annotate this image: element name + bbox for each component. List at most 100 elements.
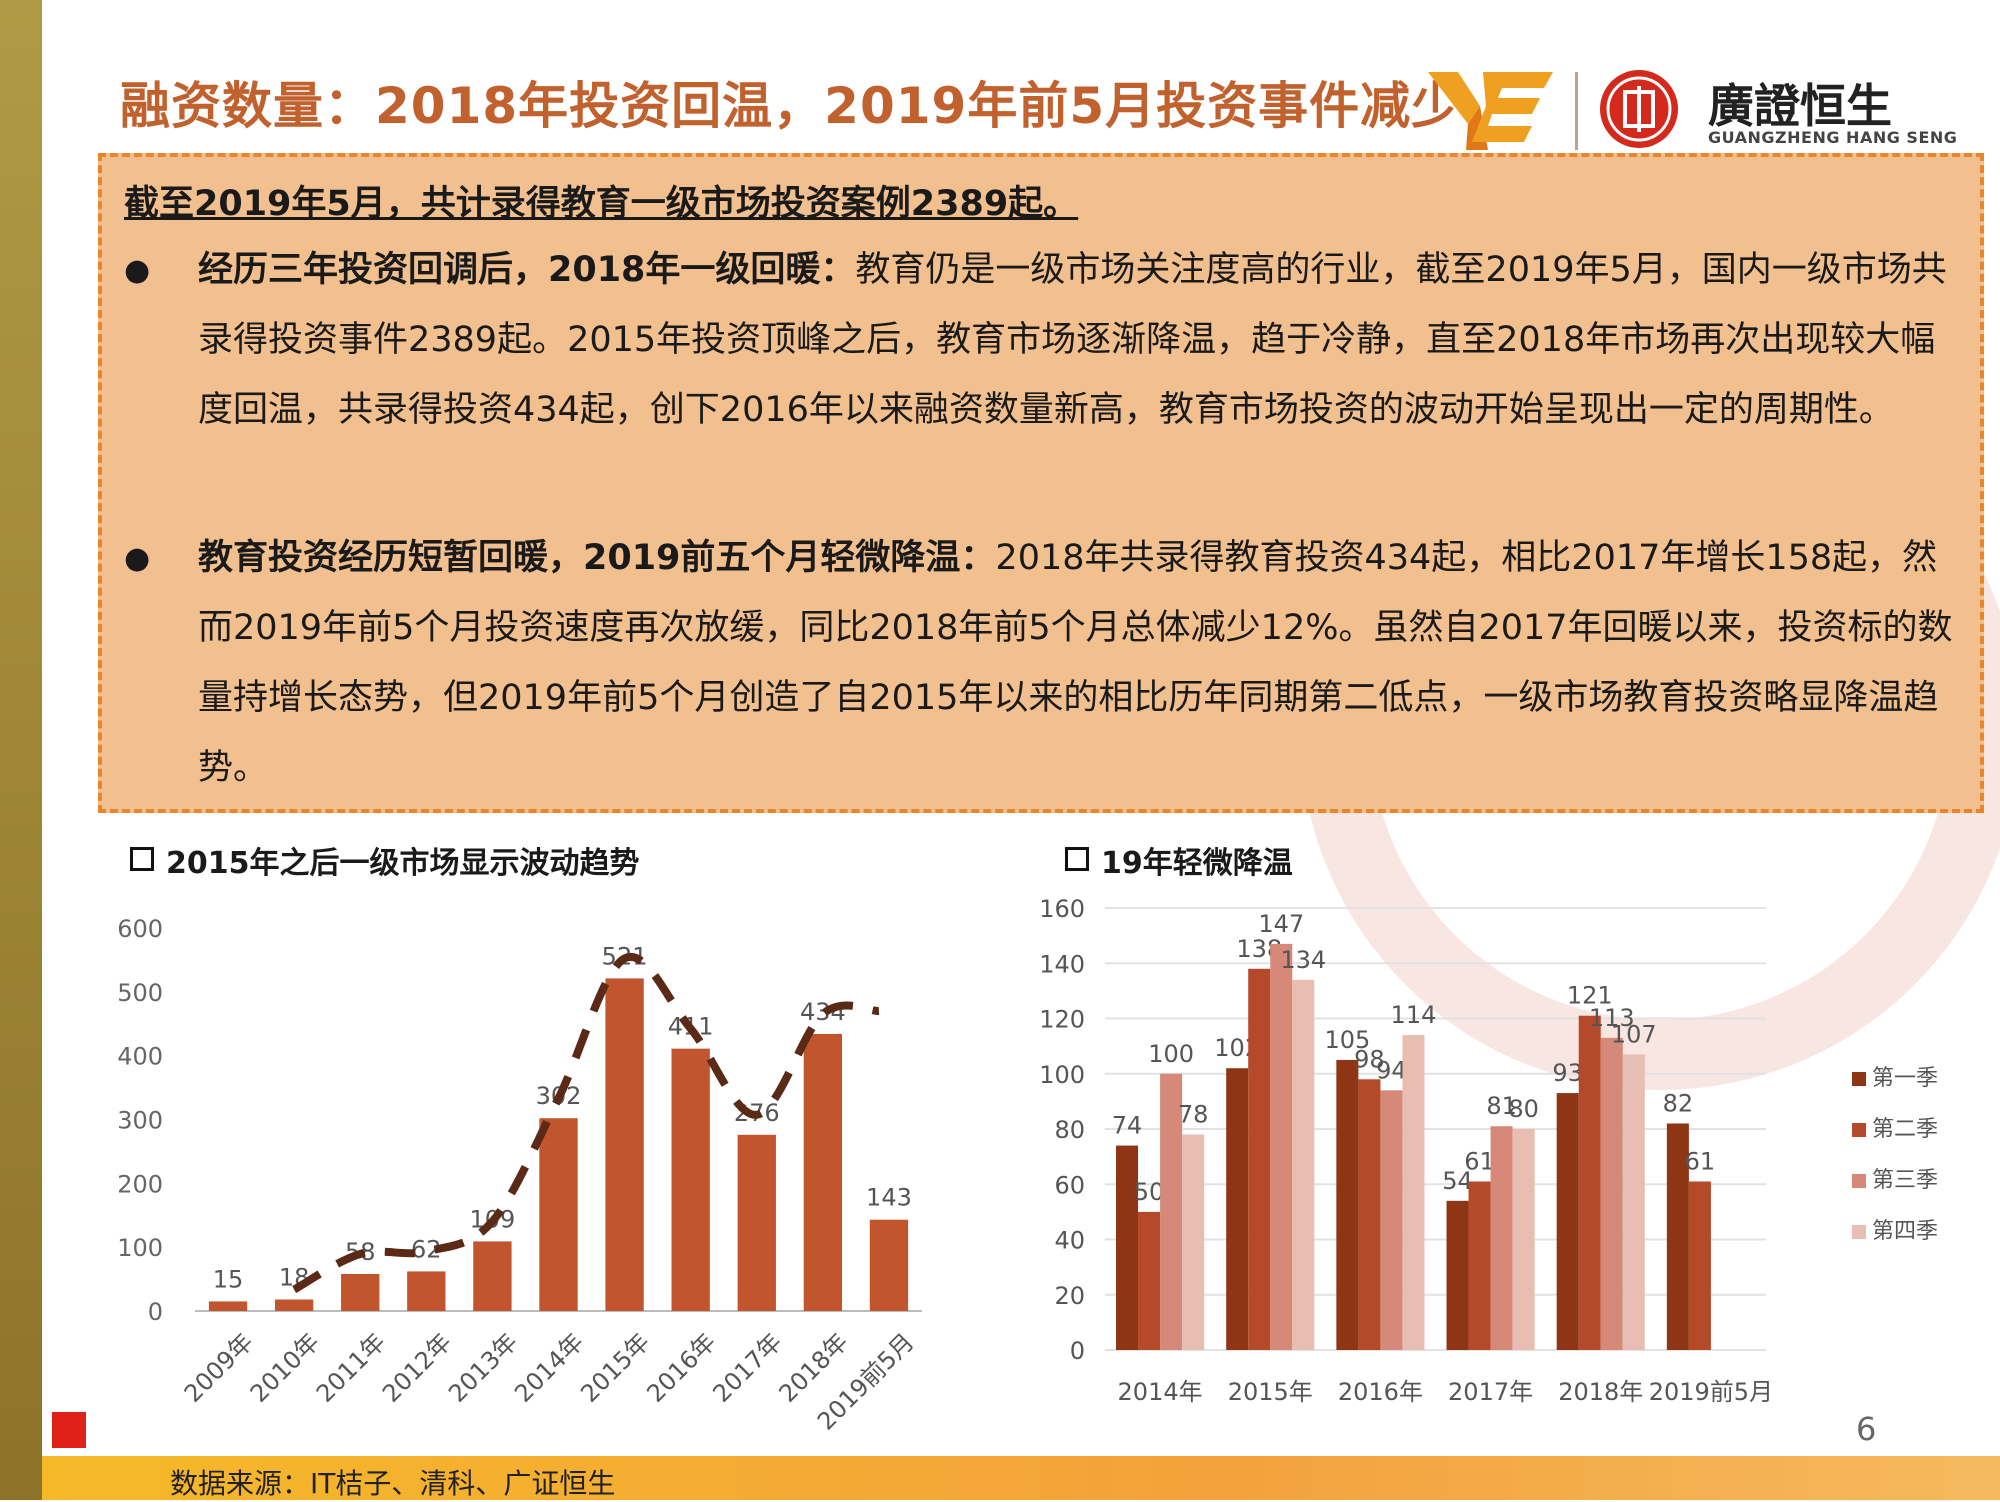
y-tick-label: 300 bbox=[117, 1107, 163, 1135]
checkbox-square-icon bbox=[1065, 847, 1089, 871]
page-number: 6 bbox=[1856, 1410, 1877, 1448]
y-tick-label: 200 bbox=[117, 1170, 163, 1198]
data-label: 78 bbox=[1178, 1101, 1209, 1129]
bar bbox=[1138, 1211, 1161, 1350]
chart2: 0204060801001201401607450100782014年10213… bbox=[1039, 895, 1938, 1406]
bar bbox=[208, 1301, 248, 1311]
bullet-text: 教育仍是一级市场关注度高的行业，截至2019年5月，国内一级市场共录得投资事件2… bbox=[198, 250, 1947, 430]
x-tick-label: 2018年 bbox=[1558, 1378, 1643, 1406]
x-tick-label: 2017年 bbox=[1448, 1378, 1533, 1406]
x-tick-label: 2015年 bbox=[575, 1328, 655, 1408]
bar bbox=[1116, 1145, 1139, 1350]
data-label: 114 bbox=[1391, 1001, 1437, 1029]
bar bbox=[539, 1118, 578, 1311]
y-tick-label: 60 bbox=[1054, 1171, 1085, 1199]
data-label: 143 bbox=[866, 1184, 912, 1212]
summary-box: 截至2019年5月，共计录得教育一级市场投资案例2389起。 ● 经历三年投资回… bbox=[98, 153, 1984, 813]
x-tick-label: 2016年 bbox=[1338, 1378, 1423, 1406]
bullet-item: ● 教育投资经历短暂回暖，2019前五个月轻微降温：2018年共录得教育投资43… bbox=[124, 538, 1964, 821]
x-tick-label: 2014年 bbox=[1118, 1378, 1203, 1406]
data-label: 50 bbox=[1134, 1178, 1165, 1206]
bar bbox=[1512, 1129, 1535, 1350]
logo-chinese-name: 廣證恒生 bbox=[1708, 79, 1892, 133]
legend-label: 第四季 bbox=[1872, 1219, 1938, 1244]
data-label: 61 bbox=[1464, 1147, 1495, 1175]
legend-label: 第一季 bbox=[1872, 1066, 1938, 1091]
legend-label: 第二季 bbox=[1872, 1117, 1938, 1142]
data-label: 105 bbox=[1324, 1026, 1370, 1054]
y-tick-label: 0 bbox=[148, 1298, 163, 1326]
bar bbox=[1578, 1015, 1601, 1350]
y-tick-label: 80 bbox=[1054, 1116, 1085, 1144]
y-tick-label: 600 bbox=[117, 915, 163, 943]
y-tick-label: 160 bbox=[1039, 895, 1085, 923]
bar bbox=[1490, 1126, 1513, 1350]
page-title: 融资数量：2018年投资回温，2019年前5月投资事件减少 bbox=[120, 77, 1463, 135]
data-label: 100 bbox=[1148, 1040, 1194, 1068]
data-label: 81 bbox=[1486, 1092, 1517, 1120]
data-label: 98 bbox=[1354, 1045, 1385, 1073]
bar bbox=[605, 978, 644, 1311]
data-label: 113 bbox=[1589, 1004, 1635, 1032]
data-label: 134 bbox=[1280, 946, 1326, 974]
x-tick-label: 2019前5月 bbox=[1649, 1378, 1773, 1406]
bar bbox=[1446, 1200, 1469, 1350]
y-tick-label: 100 bbox=[1039, 1061, 1085, 1089]
logo-separator bbox=[1575, 72, 1578, 150]
bar bbox=[1556, 1093, 1579, 1350]
legend-swatch bbox=[1852, 1072, 1866, 1086]
y-tick-label: 140 bbox=[1039, 950, 1085, 978]
x-tick-label: 2013年 bbox=[443, 1328, 523, 1408]
bullet-bold: 教育投资经历短暂回暖，2019前五个月轻微降温： bbox=[198, 538, 996, 578]
bar bbox=[671, 1048, 710, 1311]
x-tick-label: 2014年 bbox=[509, 1328, 589, 1408]
bar bbox=[1358, 1079, 1381, 1350]
data-label: 434 bbox=[800, 998, 846, 1026]
chart2-title: 19年轻微降温 bbox=[1065, 838, 1293, 882]
x-tick-label: 2012年 bbox=[377, 1328, 457, 1408]
y-tick-label: 100 bbox=[117, 1234, 163, 1262]
footer-bar bbox=[42, 1456, 2000, 1500]
y-tick-label: 400 bbox=[117, 1043, 163, 1071]
bar bbox=[341, 1273, 380, 1311]
y-tick-label: 40 bbox=[1054, 1227, 1085, 1255]
data-label: 15 bbox=[213, 1265, 244, 1293]
bar bbox=[1292, 979, 1315, 1350]
bullet-text: 2018年共录得教育投资434起，相比2017年增长158起，然而2019年前5… bbox=[198, 538, 1953, 788]
bar bbox=[1622, 1054, 1645, 1350]
x-tick-label: 2017年 bbox=[707, 1328, 787, 1408]
bullet-dot-icon: ● bbox=[124, 541, 151, 576]
bar bbox=[1248, 968, 1271, 1350]
data-label: 121 bbox=[1567, 982, 1613, 1010]
data-label: 107 bbox=[1611, 1020, 1657, 1048]
data-label: 82 bbox=[1663, 1089, 1694, 1117]
data-label: 94 bbox=[1376, 1056, 1407, 1084]
bar bbox=[473, 1241, 512, 1311]
footer-source: 数据来源：IT桔子、清科、广证恒生 bbox=[170, 1467, 616, 1500]
bar bbox=[803, 1033, 843, 1311]
chart1: 0100200300400500600152009年182010年582011年… bbox=[117, 915, 922, 1436]
checkbox-square-icon bbox=[130, 847, 154, 871]
x-tick-label: 2011年 bbox=[311, 1328, 391, 1408]
bar bbox=[1380, 1090, 1403, 1350]
legend-swatch bbox=[1852, 1225, 1866, 1239]
chart2-title-text: 19年轻微降温 bbox=[1101, 846, 1293, 881]
chart1-title-text: 2015年之后一级市场显示波动趋势 bbox=[166, 846, 640, 881]
x-tick-label: 2009年 bbox=[179, 1328, 259, 1408]
bar bbox=[869, 1219, 909, 1311]
bar bbox=[737, 1134, 776, 1311]
chart1-title: 2015年之后一级市场显示波动趋势 bbox=[130, 838, 640, 882]
trend-line bbox=[292, 952, 880, 1294]
left-decorative-bar bbox=[0, 0, 42, 1500]
y-tick-label: 0 bbox=[1070, 1337, 1085, 1365]
legend-label: 第三季 bbox=[1872, 1168, 1938, 1193]
bar bbox=[274, 1299, 314, 1311]
bullet-item: ● 经历三年投资回调后，2018年一级回暖：教育仍是一级市场关注度高的行业，截至… bbox=[124, 250, 1964, 533]
data-label: 147 bbox=[1258, 910, 1304, 938]
data-label: 54 bbox=[1442, 1167, 1473, 1195]
data-label: 61 bbox=[1685, 1147, 1716, 1175]
legend-swatch bbox=[1852, 1123, 1866, 1137]
bar bbox=[1666, 1123, 1689, 1350]
bar bbox=[1160, 1073, 1183, 1350]
legend-swatch bbox=[1852, 1174, 1866, 1188]
